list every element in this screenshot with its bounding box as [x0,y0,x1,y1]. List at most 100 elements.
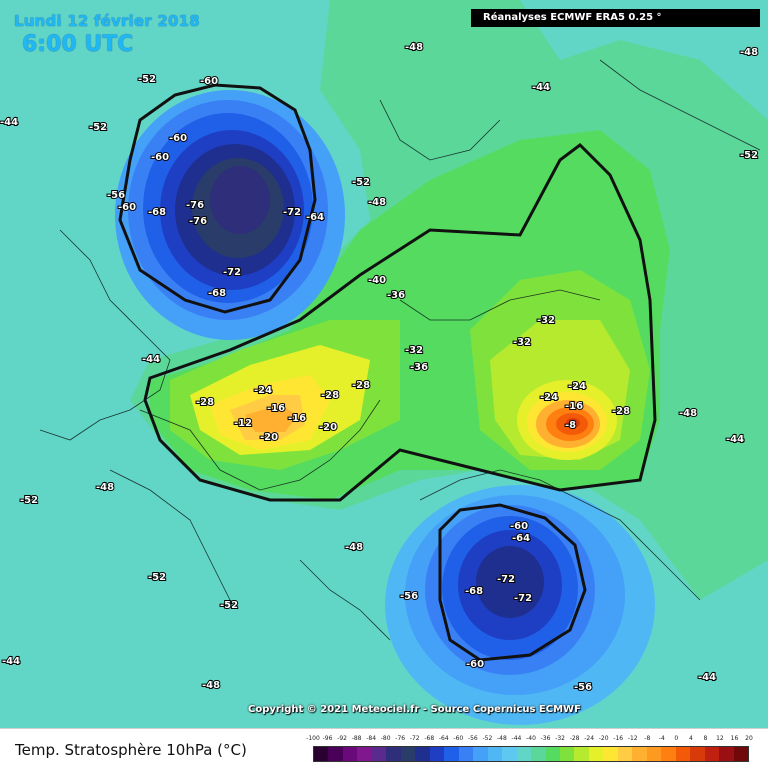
legend-swatch [314,747,329,761]
legend-tick-label: 8 [703,735,708,742]
isotherm-label: -32 [537,315,555,326]
isotherm-label: -16 [267,403,285,414]
legend-title: Temp. Stratosphère 10hPa (°C) [15,741,247,759]
legend-swatch [661,747,676,761]
color-scale-bar [313,746,749,762]
temperature-map: -76 -76 -72 -72 -68 -68 -64 -60 -60 -60 … [0,0,768,728]
legend-tick-label: 4 [688,735,693,742]
isotherm-label: -60 [510,521,528,532]
isotherm-label: -44 [2,656,20,667]
isotherm-label: -44 [698,672,716,683]
isotherm-label: -48 [202,680,220,691]
isotherm-label: -56 [574,682,592,693]
copyright-notice: Copyright © 2021 Meteociel.fr - Source C… [248,704,581,715]
isotherm-label: -8 [565,420,576,431]
isotherm-label: -12 [234,418,252,429]
legend-tick-label: -92 [337,735,347,742]
legend-swatch [429,747,445,761]
legend-swatch [342,747,358,761]
isotherm-label: -72 [283,207,301,218]
isotherm-label: -60 [169,133,187,144]
isotherm-label: -60 [151,152,169,163]
isotherm-label: -60 [200,76,218,87]
legend-swatch [473,747,488,761]
isotherm-label: -24 [254,385,272,396]
legend-tick-label: -56 [467,735,478,742]
legend-swatch [386,747,401,761]
warm-anomaly-east [470,270,650,470]
isotherm-label: -72 [497,574,515,585]
legend-tick-label: -68 [424,735,435,742]
legend-tick-label: -80 [380,735,391,742]
data-source-label: Réanalyses ECMWF ERA5 0.25 ° [471,9,760,27]
legend-swatch [603,747,618,761]
map-canvas: -76 -76 -72 -72 -68 -68 -64 -60 -60 -60 … [0,0,768,728]
legend-swatch [545,747,560,761]
isotherm-label: -32 [513,337,531,348]
legend-footer: Temp. Stratosphère 10hPa (°C) -100 -96 -92… [0,728,768,769]
legend-tick-label: -20 [598,735,609,742]
isotherm-label: -76 [189,216,207,227]
legend-swatch [733,747,749,761]
legend-tick-label: -52 [482,735,493,742]
legend-swatch [719,747,734,761]
isotherm-label: -76 [186,200,204,211]
legend-swatch [487,747,503,761]
isotherm-label: -36 [387,290,405,301]
isotherm-label: -48 [740,47,758,58]
isotherm-label: -20 [260,432,278,443]
legend-tick-label: -48 [497,735,507,742]
legend-tick-label: -40 [526,735,536,742]
isotherm-label: -16 [288,413,306,424]
isotherm-label: -52 [89,122,107,133]
isotherm-label: -48 [405,42,423,53]
isotherm-label: -64 [512,533,530,544]
legend-swatch [588,747,604,761]
isotherm-label: -44 [726,434,744,445]
legend-swatch [458,747,474,761]
legend-swatch [704,747,720,761]
coastlines [39,59,761,641]
legend-swatch [444,747,459,761]
thick-isotherms [118,83,657,662]
legend-tick-label: -72 [409,735,420,742]
isotherm-label: -44 [142,354,160,365]
legend-tick-labels: -100 -96 -92 -88 -84 -80 -76 -72 -68 -64 -60 -56 -52… [306,735,753,745]
legend-tick-label: -24 [584,735,595,742]
legend-swatch [574,747,589,761]
legend-tick-label: -44 [511,735,522,742]
isotherm-label: -28 [352,380,370,391]
isotherm-label: -56 [400,591,418,602]
legend-swatch [617,747,633,761]
isotherm-label: -40 [368,275,386,286]
isotherm-label: -24 [568,381,586,392]
legend-tick-label: 20 [745,735,753,742]
isotherm-label: -72 [514,593,532,604]
legend-tick-label: -16 [613,735,624,742]
legend-tick-label: -100 [306,735,320,742]
legend-swatch [531,747,546,761]
map-date: Lundi 12 février 2018 [14,12,200,30]
legend-swatch [632,747,647,761]
legend-tick-label: -4 [658,735,665,742]
legend-swatch [502,747,517,761]
isotherm-label: -24 [540,392,558,403]
isotherm-label: -56 [107,190,125,201]
legend-swatch [357,747,372,761]
legend-tick-label: 16 [730,735,739,742]
isotherm-label: -44 [532,82,550,93]
isotherm-label: -36 [410,362,428,373]
isotherm-label: -64 [306,212,324,223]
legend-tick-label: -12 [627,735,638,742]
isotherm-label: -48 [345,542,363,553]
legend-tick-label: -32 [555,735,565,742]
legend-tick-label: -36 [540,735,551,742]
isotherm-label: -72 [223,267,241,278]
isotherm-labels: -76 -76 -72 -72 -68 -68 -64 -60 -60 -60 … [0,41,759,694]
isotherm-label: -48 [368,197,386,208]
isotherm-label: -16 [565,401,583,412]
legend-tick-label: 12 [716,735,724,742]
legend-swatch [371,747,387,761]
legend-tick-label: -60 [453,735,464,742]
isotherm-label: -52 [352,177,370,188]
